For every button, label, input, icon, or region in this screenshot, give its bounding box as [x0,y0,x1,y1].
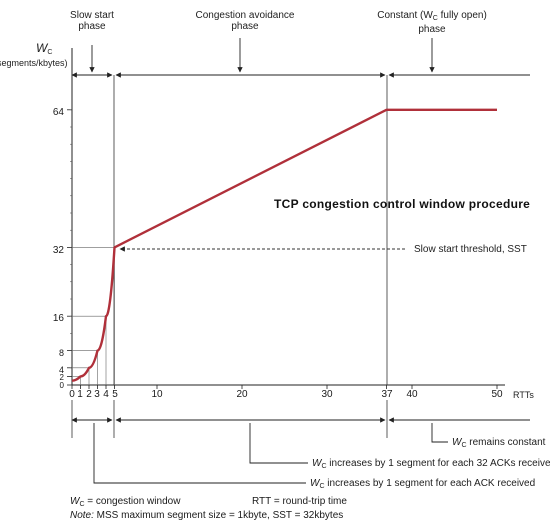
x-axis-unit-label: RTTs [513,390,534,400]
congestion-avoidance-phase-label: Congestion avoidance phase [185,10,305,32]
slow-start-line1: Slow start [70,10,114,21]
x-tick-30: 30 [321,389,333,400]
avoidance-line1: Congestion avoidance [195,10,295,21]
sst-annotation: Slow start threshold, SST [414,244,527,255]
slow-start-line2: phase [78,21,106,32]
footer-note-label: Note: [70,510,94,521]
note1-text: remains constant [466,437,546,448]
x-tick-3: 3 [94,389,100,400]
footer-note-text: MSS maximum segment size = 1kbyte, SST =… [93,510,344,521]
footer-cw-definition: WC = congestion window [70,496,180,508]
constant-line1: Constant (WC fully open) [372,10,492,24]
note2-w: W [312,458,322,469]
footer-rtt-definition: RTT = round-trip time [252,496,347,507]
constant-subscript: C [432,15,438,22]
x-tick-2: 2 [86,389,92,400]
y-axis-units: (segments/kbytes) [0,58,68,69]
slow-start-phase-label: Slow start phase [62,10,122,32]
footer-sub: C [79,501,85,508]
x-tick-5: 5 [112,389,118,400]
congestion-window-curve [71,108,497,382]
y-units-text: (segments/kbytes) [0,58,68,68]
x-tick-37: 37 [381,389,393,400]
y-tick-16: 16 [52,313,64,324]
constant-line2: phase [418,24,446,35]
y-tick-0: 0 [59,381,64,390]
constant-phase-label: Constant (WC fully open) phase [372,10,492,35]
y-tick-32: 32 [52,245,64,256]
x-tick-1: 1 [77,389,83,400]
y-tick-4: 4 [58,365,64,375]
y-tick-2: 2 [59,373,64,382]
note-per-ack: WC increases by 1 segment for each ACK r… [310,478,535,492]
y-tick-marks [67,109,72,386]
note1-w: W [452,437,462,448]
leader-per-ack [93,423,306,484]
note3-text: increases by 1 segment for each ACK rece… [324,478,536,489]
y-tick-64: 64 [52,107,64,118]
note2-text: increases by 1 segment for each 32 ACKs … [326,458,550,469]
x-tick-40: 40 [406,389,418,400]
constant-suffix: fully open) [437,10,487,21]
x-tick-20: 20 [236,389,248,400]
x-tick-50: 50 [491,389,503,400]
leader-remains-constant [431,423,448,443]
y-symbol-w: W [36,41,48,55]
footer-w: W [70,496,80,507]
note3-w: W [310,478,320,489]
note-remains-constant: WC remains constant [452,437,545,451]
note1-sub: C [461,442,467,449]
constant-prefix: Constant (W [377,10,433,21]
x-tick-marks [71,385,498,389]
x-tick-0: 0 [69,389,75,400]
reference-lines [72,247,115,385]
y-axis-symbol: WC [36,41,53,58]
note2-sub: C [321,463,327,470]
y-tick-8: 8 [58,348,64,358]
footer-note: Note: MSS maximum segment size = 1kbyte,… [70,510,343,521]
y-symbol-sub: C [47,49,53,56]
note-per-32-acks: WC increases by 1 segment for each 32 AC… [312,458,550,472]
x-tick-10: 10 [151,389,163,400]
note3-sub: C [319,483,325,490]
chart-title: TCP congestion control window procedure [274,197,531,211]
leader-per-32-acks [249,423,308,464]
footer-cw-text: = congestion window [84,496,181,507]
x-tick-4: 4 [103,389,109,400]
avoidance-line2: phase [231,21,259,32]
